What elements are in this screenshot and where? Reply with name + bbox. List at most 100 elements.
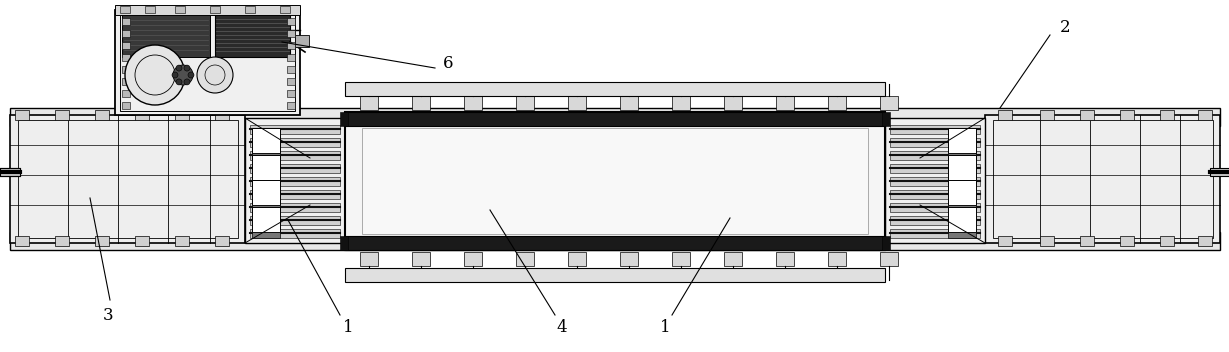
Circle shape (125, 45, 186, 105)
Bar (775, 252, 794, 266)
Bar (948, 128, 976, 153)
Bar (465, 252, 482, 266)
Text: 1: 1 (343, 320, 353, 337)
Bar (122, 102, 130, 109)
Bar (1080, 236, 1094, 246)
Bar (280, 6, 290, 13)
Bar (288, 54, 295, 61)
Bar (288, 30, 295, 37)
Bar (890, 229, 980, 238)
Bar (948, 155, 976, 180)
Bar (568, 252, 586, 266)
Bar (890, 164, 980, 173)
Bar (15, 236, 29, 246)
Bar (116, 5, 300, 15)
Bar (724, 252, 742, 266)
Bar (1198, 236, 1212, 246)
Bar (1040, 110, 1054, 120)
Bar (252, 155, 280, 180)
Bar (122, 12, 210, 57)
Bar (882, 112, 890, 126)
Bar (465, 96, 482, 110)
Circle shape (173, 65, 193, 85)
Bar (210, 6, 220, 13)
Bar (828, 252, 846, 266)
Circle shape (176, 65, 182, 71)
Bar (998, 236, 1011, 246)
Bar (252, 205, 280, 211)
Bar (672, 252, 689, 266)
Bar (724, 96, 742, 110)
Bar (890, 151, 980, 160)
Bar (249, 203, 340, 212)
Bar (948, 153, 976, 159)
Bar (252, 128, 280, 153)
Bar (245, 118, 345, 243)
Circle shape (197, 57, 234, 93)
Bar (345, 268, 885, 282)
Bar (252, 180, 280, 186)
Bar (1080, 110, 1094, 120)
Bar (890, 177, 980, 186)
Bar (568, 96, 586, 110)
Bar (10, 108, 1220, 126)
Bar (249, 164, 340, 173)
Bar (880, 252, 898, 266)
Bar (122, 42, 130, 49)
Bar (828, 96, 846, 110)
Bar (175, 236, 189, 246)
Bar (122, 54, 130, 61)
Bar (948, 180, 976, 186)
Circle shape (184, 65, 190, 71)
Bar (890, 138, 980, 147)
Bar (95, 236, 109, 246)
Bar (1198, 110, 1212, 120)
Circle shape (172, 72, 178, 78)
Bar (288, 42, 295, 49)
Bar (10, 115, 245, 243)
Bar (249, 216, 340, 225)
Bar (252, 153, 280, 159)
Bar (135, 110, 149, 120)
Bar (345, 236, 885, 250)
Text: 1: 1 (660, 320, 670, 337)
Bar (672, 96, 689, 110)
Bar (10, 232, 1220, 250)
Bar (145, 6, 155, 13)
Bar (1211, 168, 1229, 176)
Bar (984, 115, 1220, 243)
Bar (249, 229, 340, 238)
Bar (288, 18, 295, 25)
Bar (885, 118, 984, 243)
Bar (1160, 110, 1174, 120)
Bar (360, 252, 379, 266)
Bar (295, 35, 308, 47)
Bar (215, 110, 229, 120)
Bar (245, 6, 254, 13)
Bar (345, 82, 885, 96)
Bar (890, 125, 980, 134)
Bar (363, 128, 868, 234)
Bar (215, 12, 290, 57)
Bar (948, 232, 976, 238)
Bar (122, 66, 130, 73)
Bar (340, 236, 348, 250)
Bar (249, 177, 340, 186)
Bar (18, 120, 238, 238)
Text: 2: 2 (1059, 19, 1070, 37)
Text: 3: 3 (103, 307, 113, 323)
Bar (1120, 110, 1134, 120)
Bar (1160, 236, 1174, 246)
Bar (360, 96, 379, 110)
Bar (252, 207, 280, 232)
Bar (15, 110, 29, 120)
Bar (288, 78, 295, 85)
Bar (252, 232, 280, 238)
Bar (880, 96, 898, 110)
Bar (0, 168, 20, 176)
Bar (345, 112, 885, 250)
Bar (249, 138, 340, 147)
Bar (215, 236, 229, 246)
Bar (116, 10, 300, 115)
Bar (288, 66, 295, 73)
